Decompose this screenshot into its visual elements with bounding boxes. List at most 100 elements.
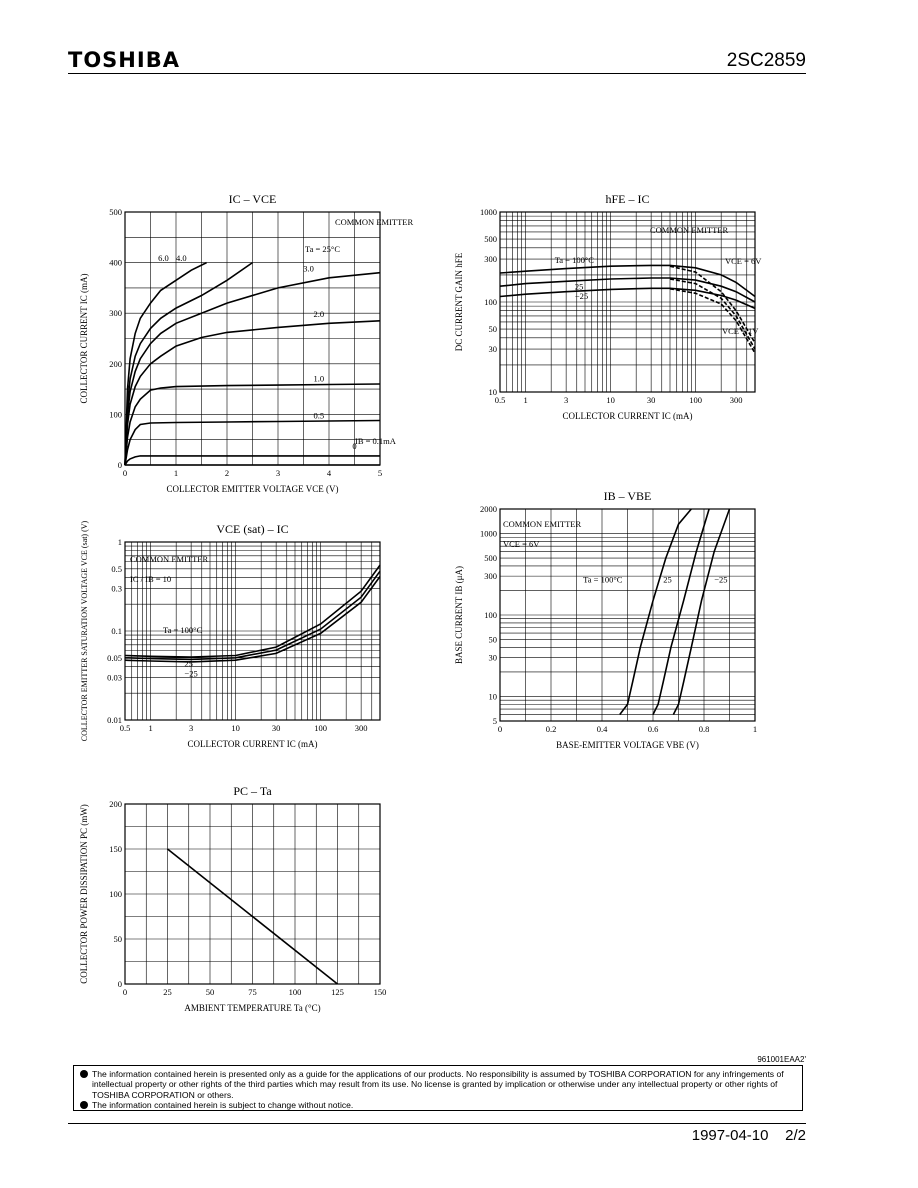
chart-svg: 0 1 2 3 4 5 0 100 200 300 400 500 IC – VCE COLLECTOR … (79, 192, 413, 494)
y-tick-label: 0.01 (107, 715, 122, 725)
chart-title: VCE (sat) – IC (216, 522, 288, 536)
x-tick-label: 1 (523, 395, 527, 405)
x-tick-label: 0.5 (120, 723, 131, 733)
y-tick-label: 400 (109, 258, 122, 268)
chart-annotation: COMMON EMITTER (650, 225, 728, 235)
x-tick-label: 0 (498, 724, 502, 734)
x-axis-label: COLLECTOR CURRENT IC (mA) (188, 739, 318, 749)
y-axis-label: COLLECTOR EMITTER SATURATION VOLTAGE VCE… (80, 520, 89, 741)
y-tick-label: 0.1 (111, 626, 122, 636)
chart-annotation: Ta = 25°C (305, 244, 340, 254)
notice-text: The information contained herein is pres… (92, 1069, 784, 1100)
grid (125, 542, 380, 720)
x-tick-label: 0.5 (495, 395, 506, 405)
chart-svg: 0 25 50 75 100 125 150 0 50 100 150 200 PC – Ta AMBIE… (79, 784, 386, 1013)
series-line (124, 261, 207, 466)
series-label: −25 (184, 668, 197, 678)
y-tick-label: 150 (109, 844, 122, 854)
y-tick-label: 500 (484, 234, 497, 244)
x-tick-label: 75 (248, 987, 257, 997)
y-tick-label: 50 (114, 934, 123, 944)
series-line (499, 277, 756, 303)
series-line (124, 261, 253, 466)
x-tick-label: 1 (148, 723, 152, 733)
part-number: 2SC2859 (726, 50, 806, 71)
x-axis-label: COLLECTOR CURRENT IC (mA) (563, 411, 693, 421)
plot-frame (124, 803, 381, 985)
x-tick-label: 30 (272, 723, 281, 733)
x-tick-label: 0.6 (648, 724, 659, 734)
bullet-icon (80, 1100, 88, 1109)
x-axis-label: AMBIENT TEMPERATURE Ta (°C) (184, 1003, 320, 1013)
chart-pc-ta: 0 25 50 75 100 125 150 0 50 100 150 200 PC – Ta AMBIE… (70, 780, 400, 1025)
plot-frame (124, 541, 381, 721)
x-tick-label: 3 (276, 468, 280, 478)
series-label: 1.0 (313, 374, 324, 384)
series-line (499, 287, 756, 310)
x-tick-label: 4 (327, 468, 332, 478)
y-tick-label: 0 (118, 460, 122, 470)
toshiba-logo: TOSHIBA (68, 48, 180, 72)
chart-annotation: COMMON EMITTER (335, 217, 413, 227)
series-line (652, 508, 710, 715)
y-axis-label: BASE CURRENT IB (μA) (454, 566, 464, 664)
x-tick-label: 0.2 (546, 724, 557, 734)
chart-annotation: COMMON EMITTER (130, 554, 208, 564)
chart-annotation: IB = 0.1mA (355, 436, 397, 446)
x-axis-label: BASE-EMITTER VOLTAGE VBE (V) (556, 740, 699, 750)
y-tick-label: 10 (489, 691, 498, 701)
series-label: 4.0 (176, 253, 187, 263)
chart-annotation: VCE = 1V (722, 326, 759, 336)
x-tick-label: 30 (647, 395, 656, 405)
header-rule (68, 73, 806, 74)
x-tick-label: 50 (206, 987, 215, 997)
y-tick-label: 500 (484, 553, 497, 563)
series-label: 2.0 (313, 309, 324, 319)
y-tick-label: 1 (118, 537, 122, 547)
x-tick-label: 0 (123, 468, 127, 478)
series-label: 25 (663, 575, 672, 585)
x-tick-label: 100 (314, 723, 327, 733)
y-axis-label: COLLECTOR CURRENT IC (mA) (79, 274, 89, 404)
series-label: −25 (575, 291, 588, 301)
series-label: 6.0 (158, 253, 169, 263)
x-tick-label: 100 (689, 395, 702, 405)
chart-svg: 0.5 1 3 10 30 100 300 10 30 50 100 300 500 1000 hFE – … (454, 192, 762, 421)
y-tick-label: 200 (109, 799, 122, 809)
y-tick-label: 50 (489, 635, 498, 645)
series-label: −25 (714, 575, 727, 585)
series-line (499, 264, 756, 298)
series-line (124, 455, 380, 466)
footer-rule (68, 1123, 806, 1124)
series-label: 25 (575, 281, 584, 291)
x-tick-label: 3 (564, 395, 568, 405)
chart-ib-vbe: 0 0.2 0.4 0.6 0.8 1 5 10 30 50 100 300 500 1000 2000 IB… (450, 485, 780, 760)
x-tick-label: 0.8 (699, 724, 710, 734)
x-tick-label: 3 (189, 723, 193, 733)
x-tick-label: 0 (123, 987, 127, 997)
chart-annotation: VCE = 6V (503, 539, 540, 549)
chart-title: PC – Ta (233, 784, 272, 798)
y-tick-label: 2000 (480, 504, 497, 514)
grid (125, 212, 380, 465)
chart-title: IB – VBE (604, 489, 652, 503)
chart-title: IC – VCE (229, 192, 277, 206)
x-tick-label: 300 (730, 395, 743, 405)
chart-title: hFE – IC (605, 192, 649, 206)
series-line (672, 508, 731, 715)
x-tick-label: 125 (331, 987, 344, 997)
x-tick-label: 10 (606, 395, 615, 405)
y-tick-label: 300 (484, 571, 497, 581)
y-tick-label: 200 (109, 359, 122, 369)
y-tick-label: 100 (484, 297, 497, 307)
y-tick-label: 30 (489, 344, 498, 354)
series-label: Ta = 100°C (583, 575, 623, 585)
y-tick-label: 50 (489, 324, 498, 334)
legal-notice: The information contained herein is pres… (73, 1065, 803, 1111)
y-tick-label: 300 (109, 308, 122, 318)
series-line (124, 383, 381, 466)
chart-annotation: IC / IB = 10 (130, 574, 171, 584)
y-tick-label: 100 (109, 409, 122, 419)
series-line (167, 848, 338, 985)
x-tick-label: 5 (378, 468, 382, 478)
